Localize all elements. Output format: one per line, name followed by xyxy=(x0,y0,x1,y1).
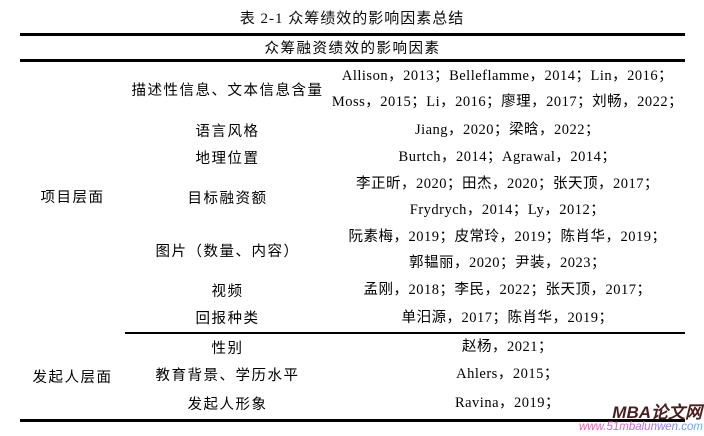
factor-cell: 图片（数量、内容） xyxy=(155,243,300,260)
table-row: 发起人形象 Ravina，2019； xyxy=(125,388,685,419)
references-cell: 单汨源，2017；陈肖华，2019； xyxy=(330,304,685,332)
group-rows: 性别 赵杨，2021； 教育背景、学历水平 Ahlers，2015； 发起人形象… xyxy=(125,334,685,419)
factor-cell: 性别 xyxy=(211,340,244,357)
watermark: MBA论文网 www.51mbalunwen.com xyxy=(579,404,704,434)
factor-cell: 描述性信息、文本信息含量 xyxy=(131,82,324,99)
references-cell: 赵杨，2021； xyxy=(330,334,685,361)
reference-line: 赵杨，2021； xyxy=(462,339,553,355)
factor-cell: 回报种类 xyxy=(195,311,260,327)
factors-table: 众筹融资绩效的影响因素 项目层面 描述性信息、文本信息含量 Allison，20… xyxy=(20,33,685,422)
reference-line: Ravina，2019； xyxy=(454,395,561,411)
table-header: 众筹融资绩效的影响因素 xyxy=(264,41,441,57)
reference-line: 李正昕，2020；田杰，2020；张天顶，2017； xyxy=(356,176,659,192)
references-cell: Jiang，2020；梁晗，2022； xyxy=(330,117,685,144)
watermark-site-url: www.51mbalunwen.com xyxy=(578,421,703,433)
table-bottom-rule xyxy=(20,418,685,422)
group-project-level: 项目层面 描述性信息、文本信息含量 Allison，2013；Belleflam… xyxy=(20,62,685,332)
reference-line: Frydrych，2014；Ly，2012； xyxy=(409,202,606,218)
table-row: 描述性信息、文本信息含量 Allison，2013；Belleflamme，20… xyxy=(125,62,685,117)
table-row: 语言风格 Jiang，2020；梁晗，2022； xyxy=(125,117,685,144)
factor-cell: 语言风格 xyxy=(195,123,260,140)
category-cell: 发起人层面 xyxy=(32,369,113,386)
reference-line: Burtch，2014；Agrawal，2014； xyxy=(398,149,617,165)
factor-cell: 目标融资额 xyxy=(187,190,268,207)
table-row: 回报种类 单汨源，2017；陈肖华，2019； xyxy=(125,304,685,332)
table-row: 视频 孟刚，2018；李民，2022；张天顶，2017； xyxy=(125,277,685,304)
table-row: 图片（数量、内容） 阮素梅，2019；皮常玲，2019；陈肖华，2019； 郭韫… xyxy=(125,224,685,277)
reference-line: Jiang，2020；梁晗，2022； xyxy=(414,122,601,138)
table-caption: 表 2-1 众筹绩效的影响因素总结 xyxy=(239,11,465,27)
references-cell: 阮素梅，2019；皮常玲，2019；陈肖华，2019； 郭韫丽，2020；尹装，… xyxy=(330,224,685,277)
watermark-site-name: MBA论文网 xyxy=(612,403,702,422)
references-cell: Burtch，2014；Agrawal，2014； xyxy=(330,144,685,171)
factor-cell: 教育背景、学历水平 xyxy=(155,367,300,384)
category-cell: 项目层面 xyxy=(40,190,105,206)
reference-line: 单汨源，2017；陈肖华，2019； xyxy=(401,309,614,326)
references-cell: Ahlers，2015； xyxy=(330,361,685,388)
reference-line: Ahlers，2015； xyxy=(456,366,559,382)
factor-cell: 发起人形象 xyxy=(187,396,268,413)
reference-line: 阮素梅，2019；皮常玲，2019；陈肖华，2019； xyxy=(348,229,667,245)
table-row: 目标融资额 李正昕，2020；田杰，2020；张天顶，2017； Frydryc… xyxy=(125,171,685,224)
table-row: 教育背景、学历水平 Ahlers，2015； xyxy=(125,361,685,388)
table-top-rule xyxy=(20,33,685,36)
group-divider-rule xyxy=(125,331,685,334)
references-cell: Ravina，2019； xyxy=(330,388,685,419)
table-header-rule xyxy=(20,59,685,62)
references-cell: 李正昕，2020；田杰，2020；张天顶，2017； Frydrych，2014… xyxy=(330,171,685,224)
reference-line: Moss，2015；Li，2016；廖理，2017；刘畅，2022； xyxy=(331,94,684,110)
reference-line: Allison，2013；Belleflamme，2014；Lin，2016； xyxy=(341,68,674,84)
references-cell: 孟刚，2018；李民，2022；张天顶，2017； xyxy=(330,277,685,304)
group-rows: 描述性信息、文本信息含量 Allison，2013；Belleflamme，20… xyxy=(125,62,685,332)
group-founder-level: 发起人层面 性别 赵杨，2021； 教育背景、学历水平 Ahlers，2015；… xyxy=(20,334,685,419)
reference-line: 郭韫丽，2020；尹装，2023； xyxy=(409,255,606,271)
table-row: 性别 赵杨，2021； xyxy=(125,334,685,361)
factor-cell: 视频 xyxy=(211,283,244,300)
factor-cell: 地理位置 xyxy=(195,150,260,167)
references-cell: Allison，2013；Belleflamme，2014；Lin，2016； … xyxy=(330,62,685,117)
table-row: 地理位置 Burtch，2014；Agrawal，2014； xyxy=(125,144,685,171)
reference-line: 孟刚，2018；李民，2022；张天顶，2017； xyxy=(363,282,652,298)
